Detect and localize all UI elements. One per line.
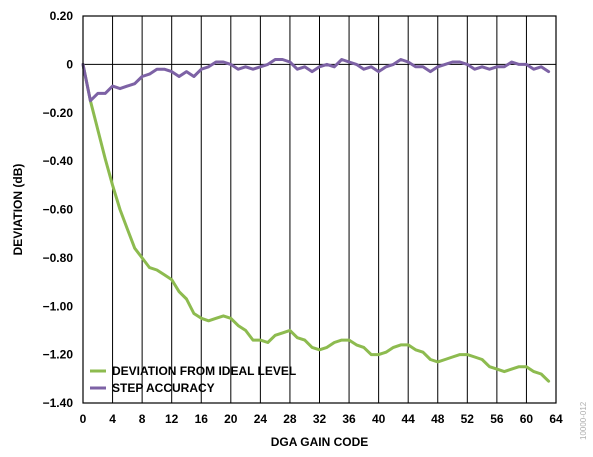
y-tick-label: 0 (66, 57, 73, 71)
y-tick-label: 0.20 (50, 9, 74, 23)
x-axis: 0 4 8 12 16 20 24 28 32 36 40 44 48 52 56 60 64 (80, 412, 563, 426)
plot-frame (82, 15, 557, 404)
series-layer (81, 58, 551, 383)
x-tick-label: 12 (165, 412, 179, 426)
y-axis: 0.20 0 −0.20 −0.40 −0.60 −0.80 −1.00 −1.20 −1.40 (43, 9, 74, 410)
x-tick-label: 48 (431, 412, 445, 426)
legend-label: STEP ACCURACY (112, 381, 215, 395)
x-tick-label: 32 (313, 412, 327, 426)
x-tick-label: 64 (549, 412, 563, 426)
x-tick-label: 4 (109, 412, 116, 426)
x-tick-label: 20 (224, 412, 238, 426)
legend: DEVIATION FROM IDEAL LEVEL STEP ACCURACY (90, 364, 296, 395)
y-tick-label: −0.60 (43, 203, 74, 217)
series-line-2 (81, 58, 551, 103)
x-tick-label: 52 (461, 412, 475, 426)
figure-id: 10000-012 (579, 401, 588, 440)
x-tick-label: 36 (342, 412, 356, 426)
x-tick-label: 40 (372, 412, 386, 426)
y-tick-label: −1.20 (43, 348, 74, 362)
series-line-1 (81, 62, 551, 383)
x-axis-title: DGA GAIN CODE (271, 435, 369, 449)
x-tick-label: 60 (520, 412, 534, 426)
y-axis-title: DEVIATION (dB) (11, 164, 25, 256)
x-tick-label: 44 (402, 412, 416, 426)
x-tick-label: 16 (195, 412, 209, 426)
x-tick-label: 28 (283, 412, 297, 426)
y-tick-label: −0.20 (43, 106, 74, 120)
x-tick-label: 8 (139, 412, 146, 426)
y-tick-label: −1.40 (43, 396, 74, 410)
legend-label: DEVIATION FROM IDEAL LEVEL (112, 364, 296, 378)
x-tick-label: 56 (490, 412, 504, 426)
y-tick-label: −0.40 (43, 154, 74, 168)
x-tick-label: 24 (254, 412, 268, 426)
y-tick-label: −1.00 (43, 299, 74, 313)
grid (83, 16, 556, 403)
y-tick-label: −0.80 (43, 251, 74, 265)
x-tick-label: 0 (80, 412, 87, 426)
